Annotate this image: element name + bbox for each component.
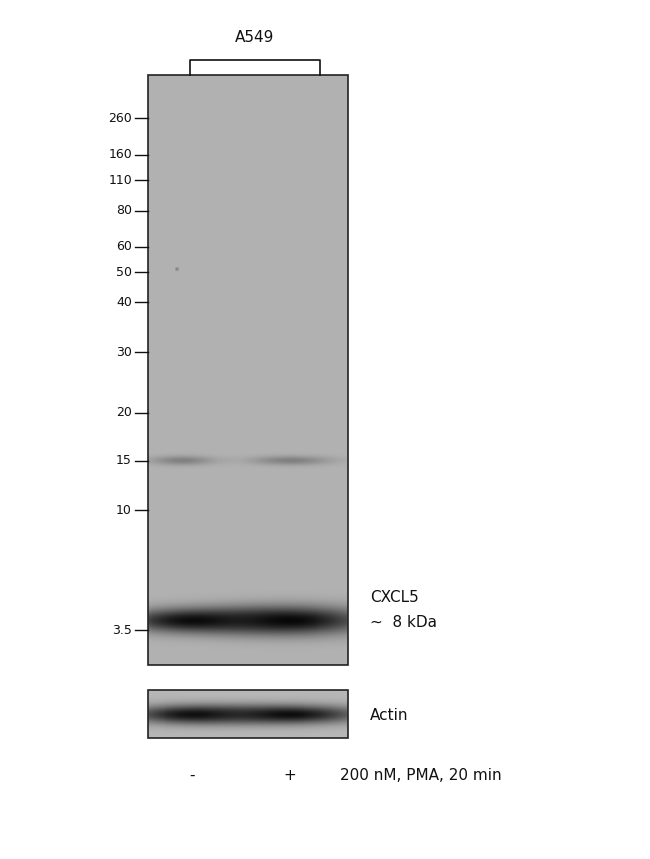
Text: 160: 160: [109, 149, 132, 161]
Text: 80: 80: [116, 204, 132, 217]
Text: A549: A549: [235, 31, 275, 46]
Text: CXCL5
~  8 kDa: CXCL5 ~ 8 kDa: [370, 590, 437, 630]
Text: 110: 110: [109, 174, 132, 186]
Text: 30: 30: [116, 345, 132, 358]
Text: 15: 15: [116, 454, 132, 467]
Text: 10: 10: [116, 503, 132, 516]
Bar: [148, 690, 348, 738]
Text: 200 nM, PMA, 20 min: 200 nM, PMA, 20 min: [340, 767, 502, 783]
Text: 40: 40: [116, 295, 132, 308]
Text: 260: 260: [109, 112, 132, 125]
Text: 50: 50: [116, 265, 132, 278]
Text: 60: 60: [116, 241, 132, 253]
Text: -: -: [189, 767, 195, 783]
Text: +: +: [283, 767, 296, 783]
Bar: [148, 75, 348, 665]
Text: 3.5: 3.5: [112, 624, 132, 637]
Text: Actin: Actin: [370, 709, 408, 723]
Text: 20: 20: [116, 406, 132, 419]
